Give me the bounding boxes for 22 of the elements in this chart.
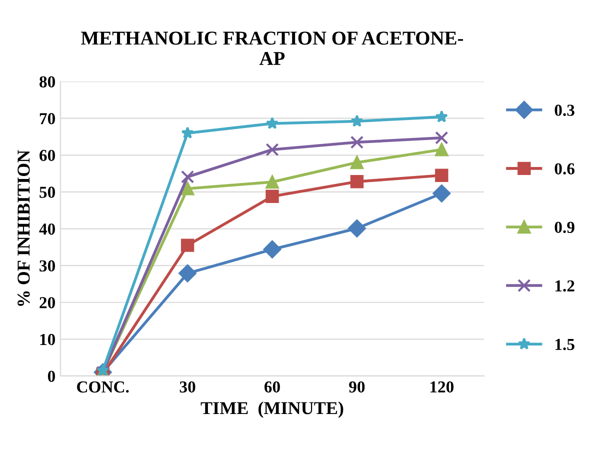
legend-label: 0.3 — [554, 104, 574, 116]
x-tick-label: CONC. — [77, 381, 129, 393]
legend-label: 1.5 — [555, 338, 574, 350]
legend-label: 0.9 — [554, 222, 574, 234]
legend-label: 1.2 — [555, 280, 574, 292]
y-tick-label: 10 — [40, 334, 56, 346]
x-tick-label: 60 — [264, 381, 280, 393]
y-tick-label: 0 — [48, 370, 56, 382]
y-axis-title: % OF INHIBITION — [18, 150, 30, 306]
x-axis-title: TIME (MINUTE) — [200, 402, 344, 418]
chart-title: METHANOLIC FRACTION OF ACETONE- AP — [81, 32, 464, 65]
x-tick-label: 30 — [180, 381, 196, 393]
y-tick-label: 80 — [40, 76, 56, 88]
y-tick-label: 70 — [40, 113, 56, 124]
legend-label: 0.6 — [554, 163, 574, 175]
x-tick-label: 90 — [349, 381, 365, 393]
y-tick-label: 40 — [39, 223, 56, 235]
y-tick-label: 30 — [40, 260, 56, 272]
y-tick-label: 50 — [40, 186, 56, 198]
y-tick-label: 60 — [40, 150, 56, 162]
y-tick-label: 20 — [40, 297, 56, 308]
x-tick-label: 120 — [430, 381, 454, 393]
